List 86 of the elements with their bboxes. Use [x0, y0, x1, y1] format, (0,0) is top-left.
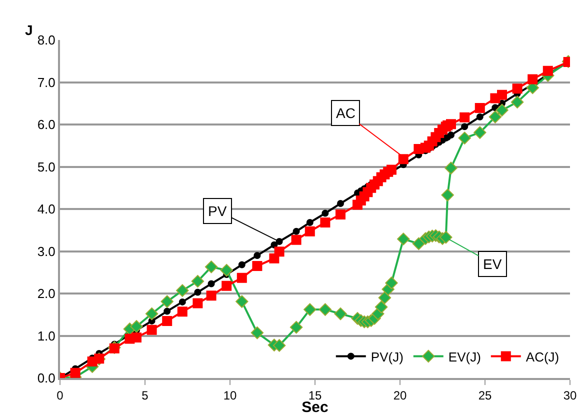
y-axis-title: J: [25, 22, 33, 38]
point: [238, 261, 246, 268]
x-tick-label: 5: [142, 388, 149, 402]
point: [178, 298, 186, 306]
point: [322, 210, 329, 217]
annotation: PV: [208, 203, 228, 219]
point: [208, 280, 215, 288]
point: [542, 66, 553, 76]
point: [496, 104, 508, 116]
y-tick-label: 6.0: [37, 117, 56, 132]
y-tick-label: 2.0: [37, 286, 56, 302]
point: [510, 96, 524, 108]
point: [386, 164, 396, 175]
annotation: EV: [483, 256, 502, 272]
point: [306, 219, 314, 226]
point: [476, 113, 484, 120]
point: [336, 209, 346, 220]
legend-label: PV(J): [370, 349, 404, 364]
point: [192, 298, 203, 308]
point: [132, 332, 142, 342]
point: [318, 303, 332, 316]
y-tick-label: 4.0: [37, 202, 56, 217]
point: [441, 188, 454, 202]
point: [291, 234, 302, 245]
y-tick-label: 7.0: [37, 74, 56, 90]
point: [191, 274, 204, 288]
point: [236, 295, 248, 308]
point: [254, 252, 261, 259]
point: [164, 308, 171, 315]
point: [304, 303, 316, 316]
point: [276, 238, 283, 246]
point: [222, 280, 232, 291]
point: [176, 284, 189, 297]
point: [412, 237, 426, 250]
point: [461, 123, 468, 130]
point: [448, 132, 454, 139]
point: [206, 290, 216, 301]
point: [274, 246, 284, 257]
x-tick-label: 20: [393, 388, 407, 402]
point: [160, 295, 174, 308]
x-tick-label: 0: [56, 388, 64, 402]
annotation: AC: [336, 105, 356, 121]
point: [440, 230, 452, 244]
point: [398, 154, 408, 164]
legend-label: EV(J): [448, 349, 481, 364]
point: [374, 300, 388, 314]
point: [177, 306, 188, 317]
point: [292, 228, 300, 235]
point: [272, 339, 286, 352]
point: [145, 307, 158, 320]
point: [528, 74, 538, 84]
point: [512, 84, 522, 94]
point: [146, 324, 157, 335]
point: [290, 320, 303, 334]
y-tick-label: 0.0: [37, 370, 56, 386]
y-tick-label: 1.0: [37, 328, 56, 344]
legend-label: AC(J): [526, 349, 560, 364]
y-tick-label: 3.0: [37, 244, 56, 259]
point: [204, 260, 218, 274]
point: [497, 90, 507, 100]
point: [304, 226, 315, 236]
point: [488, 110, 502, 124]
point: [460, 112, 470, 122]
x-tick-label: 25: [478, 388, 492, 402]
point: [70, 368, 80, 378]
point: [320, 218, 330, 228]
point: [220, 264, 233, 277]
point: [194, 288, 202, 296]
point: [474, 103, 485, 114]
x-tick-label: 30: [563, 388, 577, 402]
point: [444, 162, 458, 174]
point: [337, 200, 344, 208]
point: [162, 316, 172, 326]
x-tick-label: 10: [223, 388, 237, 402]
point: [458, 132, 471, 144]
point: [397, 232, 410, 246]
point: [334, 307, 347, 320]
point: [250, 326, 264, 340]
point: [236, 272, 247, 283]
point: [474, 126, 486, 139]
point: [385, 276, 398, 290]
point: [378, 291, 392, 304]
point: [446, 119, 456, 130]
y-tick-label: 8.0: [37, 32, 56, 48]
y-tick-label: 5.0: [37, 159, 56, 174]
point: [252, 261, 262, 272]
